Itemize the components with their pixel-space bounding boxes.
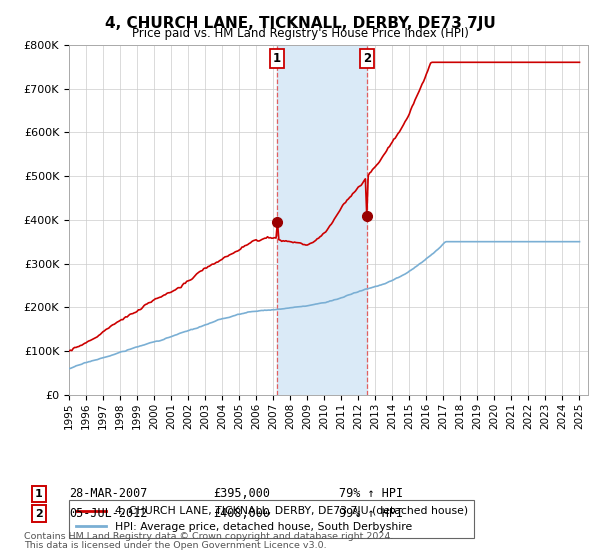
Text: £408,000: £408,000: [213, 507, 270, 520]
Text: Contains HM Land Registry data © Crown copyright and database right 2024.: Contains HM Land Registry data © Crown c…: [24, 532, 394, 541]
Text: This data is licensed under the Open Government Licence v3.0.: This data is licensed under the Open Gov…: [24, 542, 326, 550]
Bar: [277, 45, 367, 395]
Text: 2: 2: [363, 52, 371, 66]
Text: 2: 2: [35, 508, 43, 519]
Text: £395,000: £395,000: [213, 487, 270, 501]
Text: 28-MAR-2007: 28-MAR-2007: [69, 487, 148, 501]
Text: Price paid vs. HM Land Registry's House Price Index (HPI): Price paid vs. HM Land Registry's House …: [131, 27, 469, 40]
Text: 1: 1: [273, 52, 281, 66]
Text: 79% ↑ HPI: 79% ↑ HPI: [339, 487, 403, 501]
Text: 99% ↑ HPI: 99% ↑ HPI: [339, 507, 403, 520]
Text: 1: 1: [35, 489, 43, 499]
Text: 05-JUL-2012: 05-JUL-2012: [69, 507, 148, 520]
Text: 4, CHURCH LANE, TICKNALL, DERBY, DE73 7JU: 4, CHURCH LANE, TICKNALL, DERBY, DE73 7J…: [104, 16, 496, 31]
Legend: 4, CHURCH LANE, TICKNALL, DERBY, DE73 7JU (detached house), HPI: Average price, : 4, CHURCH LANE, TICKNALL, DERBY, DE73 7J…: [69, 500, 475, 538]
